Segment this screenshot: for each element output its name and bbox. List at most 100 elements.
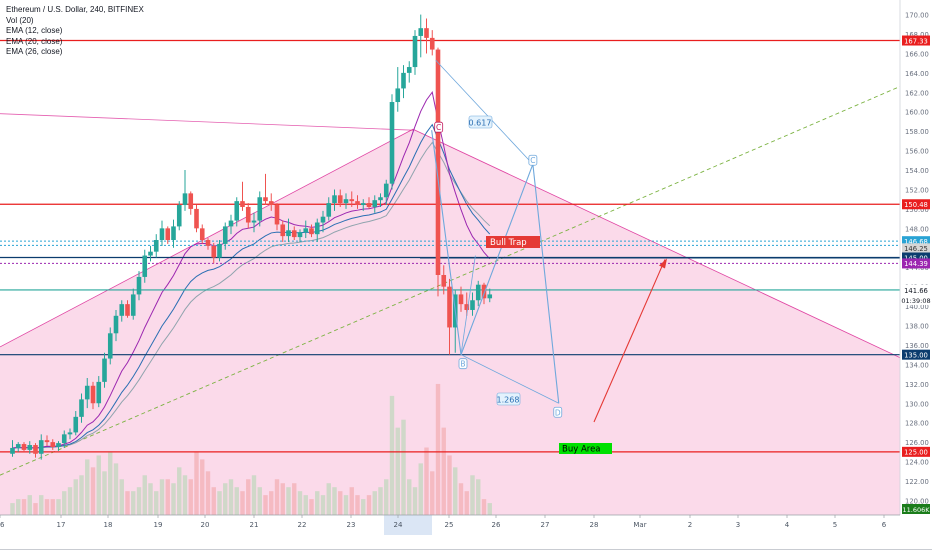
candle-body xyxy=(274,205,280,225)
candle-body xyxy=(90,385,96,404)
volume-bar xyxy=(159,479,165,515)
price-tick-label: 126.00 xyxy=(905,439,929,447)
volume-bar xyxy=(33,503,38,515)
time-tick-label: 23 xyxy=(347,521,356,529)
price-tick-label: 134.00 xyxy=(905,361,929,369)
indicator-ema-12[interactable]: EMA (12, close) xyxy=(6,26,63,35)
pattern-legs xyxy=(431,130,560,404)
volume-bar xyxy=(355,495,360,515)
indicator-volume[interactable]: Vol (20) xyxy=(6,15,34,25)
time-tick-label: 4 xyxy=(785,521,790,529)
candle-body xyxy=(286,230,291,237)
volume-bar xyxy=(205,471,211,515)
symbol-title: Ethereum / U.S. Dollar, 240, BITFINEX xyxy=(6,5,144,14)
candle-body xyxy=(205,240,211,246)
candle-body xyxy=(481,284,487,299)
volume-bar xyxy=(119,479,124,515)
target-arrow-line xyxy=(593,259,666,423)
price-tick-label: 132.00 xyxy=(905,381,929,389)
candle-body xyxy=(366,203,372,207)
candle-body xyxy=(21,444,27,450)
countdown-label: 01:39:08 xyxy=(901,297,930,305)
candle-body xyxy=(303,228,309,233)
candle-body xyxy=(165,228,171,241)
price-tick-label: 128.00 xyxy=(905,420,929,428)
volume-bar xyxy=(56,499,61,515)
candle-body xyxy=(245,206,251,223)
time-tick-label: 16 xyxy=(0,521,5,529)
volume-bar xyxy=(372,491,377,515)
volume-bar xyxy=(200,459,205,515)
volume-bar xyxy=(79,475,84,515)
indicator-ema-20[interactable]: EMA (20, close) xyxy=(6,36,63,46)
candle-body xyxy=(441,274,447,287)
price-tick-label: 136.00 xyxy=(905,342,929,350)
candle-body xyxy=(268,201,274,206)
price-tick-label: 164.00 xyxy=(905,70,929,78)
level-badge xyxy=(902,252,930,263)
candle-body xyxy=(130,294,136,316)
candle-body xyxy=(470,300,475,310)
indicator-ema-26[interactable]: EMA (26, close) xyxy=(6,47,63,56)
time-tick-label: 20 xyxy=(201,521,210,529)
level-badge xyxy=(902,446,930,457)
volume-bar xyxy=(246,479,251,515)
time-tick-label: 21 xyxy=(250,521,259,529)
volume-bar xyxy=(50,499,55,515)
price-tick-label: 130.00 xyxy=(905,400,929,408)
candle-body xyxy=(418,28,424,36)
volume-bar xyxy=(223,483,228,515)
volume-bar xyxy=(401,419,406,515)
candle-body xyxy=(79,399,84,417)
bull-trap-label: Bull Trap xyxy=(490,238,527,248)
candle-body xyxy=(458,294,464,305)
volume-bar xyxy=(154,491,159,515)
candle-body xyxy=(50,442,56,447)
candle-body xyxy=(73,416,79,433)
pattern-point-marker xyxy=(458,358,468,370)
candle-body xyxy=(182,193,188,206)
volume-bar xyxy=(73,479,78,515)
level-badge-label: 150.48 xyxy=(904,201,928,209)
buy-area-label-box xyxy=(559,443,612,454)
candle-body xyxy=(159,228,165,241)
candle-body xyxy=(102,358,107,382)
volume-bar xyxy=(142,475,147,515)
volume-bar xyxy=(384,479,389,515)
volume-bar xyxy=(67,487,73,515)
volume-bar xyxy=(424,447,429,515)
volume-bar xyxy=(194,451,199,515)
volume-bar xyxy=(211,487,216,515)
time-tick-label: 18 xyxy=(104,521,113,529)
candle-body xyxy=(56,443,61,447)
candle-body xyxy=(372,200,378,207)
candle-body xyxy=(447,286,452,328)
candle-body xyxy=(67,432,73,435)
volume-bar xyxy=(257,487,262,515)
candle-body xyxy=(38,440,44,454)
candle-body xyxy=(119,304,125,316)
candle-body xyxy=(171,226,176,241)
candle-body xyxy=(33,445,38,454)
volume-bar xyxy=(90,467,96,515)
countdown-badge xyxy=(902,294,930,305)
level-badge-label: 146.68 xyxy=(904,238,928,246)
candle-body xyxy=(487,294,493,299)
time-tick-label: 28 xyxy=(590,521,599,529)
triangle-pattern-edges xyxy=(0,128,901,358)
volume-bar xyxy=(62,491,67,515)
pattern-point-label: B xyxy=(460,360,465,369)
candle-body xyxy=(337,195,343,204)
price-tick-label: 154.00 xyxy=(905,167,929,175)
pattern-bc-support xyxy=(460,255,476,355)
candle-body xyxy=(383,183,389,198)
level-badge xyxy=(902,258,930,269)
volume-bar xyxy=(280,483,285,515)
price-scale: 170.00 168.00 166.00 164.00 162.00 160.00 158.… xyxy=(905,12,929,506)
pattern-point-marker xyxy=(553,406,563,418)
ema-12-line xyxy=(12,91,491,449)
volume-bar xyxy=(349,487,354,515)
volume-bar xyxy=(338,491,343,515)
